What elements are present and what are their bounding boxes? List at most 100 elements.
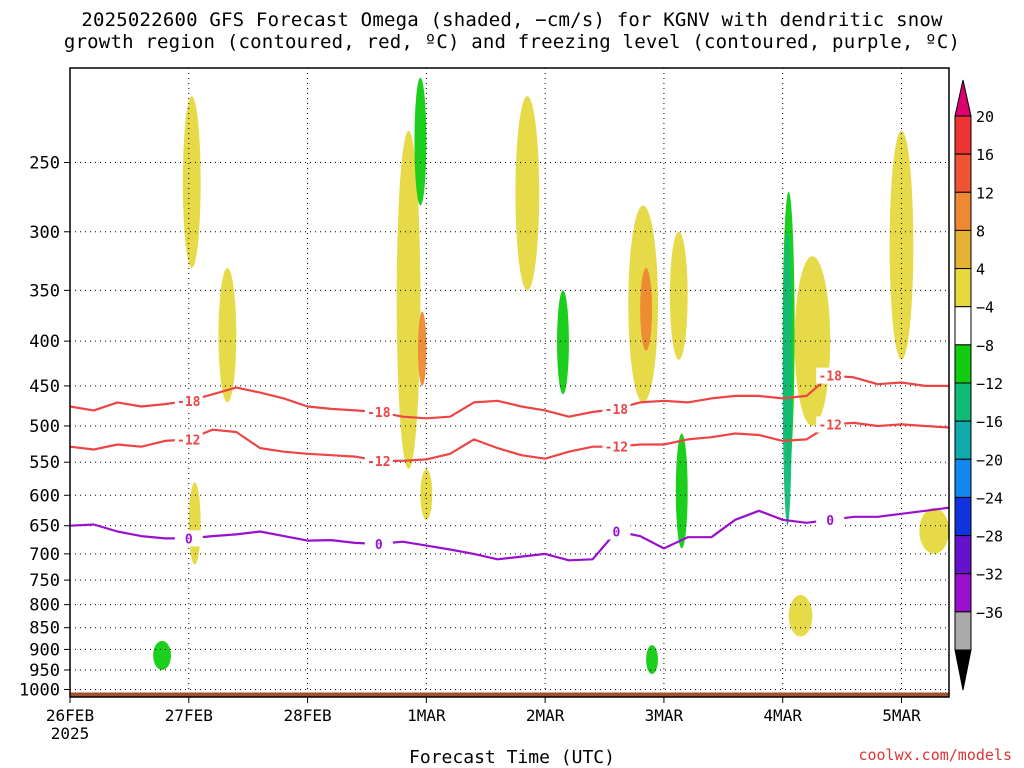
omega-region-0 (182, 96, 201, 269)
y-tick-label: 950 (29, 661, 60, 681)
axes-layer: 2503003504004505005506006507007508008509… (19, 67, 950, 743)
omega-region-9 (889, 130, 914, 360)
ground-strip (70, 692, 949, 697)
y-tick-label: 600 (29, 486, 60, 506)
chart-title-line-1: 2025022600 GFS Forecast Omega (shaded, −… (81, 9, 943, 31)
omega-region-4 (515, 96, 540, 291)
omega-region-12 (788, 595, 813, 637)
x-tick-label: 1MAR (407, 706, 446, 725)
colorbar-box-5 (954, 306, 972, 346)
x-tick-label: 5MAR (882, 706, 921, 725)
y-tick-label: 300 (29, 223, 60, 243)
ground-layer (70, 692, 949, 697)
y-tick-label: 500 (29, 417, 60, 437)
colorbar-box-0 (954, 115, 972, 155)
watermark: coolwx.com/models (858, 746, 1012, 764)
omega-region-1 (218, 268, 237, 403)
colorbar-box-8 (954, 420, 972, 460)
omega-region-13 (919, 507, 949, 554)
omega-region-6 (669, 231, 688, 360)
contour--18 (69, 374, 949, 420)
contour-label-bg (174, 530, 203, 547)
omega-region-3 (418, 311, 427, 386)
contour-label-bg (816, 416, 845, 433)
y-tick-label: 1000 (19, 680, 60, 700)
y-tick-label: 350 (29, 281, 60, 301)
omega-region-8 (794, 256, 831, 426)
contour-label: -18 (818, 370, 842, 385)
colorbar-box-4 (954, 268, 972, 308)
contour-label-bg (602, 523, 631, 540)
colorbar-label: −20 (976, 451, 1003, 469)
contour-label-bg (816, 367, 845, 384)
colorbar-label: 12 (976, 184, 994, 202)
colorbar-label: −16 (976, 413, 1003, 431)
y-tick-label: 700 (29, 545, 60, 565)
colorbar-label: 20 (976, 108, 994, 126)
contour-label: -18 (605, 403, 629, 418)
y-tick-label: 400 (29, 332, 60, 352)
plot-frame (69, 67, 950, 698)
colorbar-label: −36 (976, 604, 1003, 622)
x-tick-label: 27FEB (165, 706, 213, 725)
contour-layer: -18 -18 -18 -18 -12 -12 -12 -12 0 0 0 0 (69, 367, 950, 562)
colorbar-label: −8 (976, 337, 994, 355)
y-tick-label: 900 (29, 640, 60, 660)
x-year-label: 2025 (51, 724, 90, 743)
omega-region-18 (557, 290, 569, 395)
colorbar-label: −28 (976, 528, 1003, 546)
colorbar-box-2 (954, 191, 972, 231)
contour-label: -12 (818, 418, 841, 433)
contour--12 (69, 421, 950, 462)
x-tick-label: 26FEB (46, 706, 94, 725)
contour-label-bg (364, 452, 393, 469)
contour-label: 0 (826, 514, 834, 529)
colorbar-label: 16 (976, 146, 994, 164)
colorbar-box-12 (954, 573, 972, 613)
contour-label: 0 (185, 532, 193, 547)
colorbar: 20 16 12 8 4 −4 −8 −12 −16 −20 −24 −28 −32 −36 (954, 79, 1003, 691)
contour-label: 0 (612, 526, 620, 541)
contour-label: -12 (177, 433, 200, 448)
x-tick-label: 4MAR (763, 706, 802, 725)
contour-label: -18 (177, 395, 201, 410)
contour-label: -12 (367, 455, 390, 470)
colorbar-bottom-arrow (954, 649, 972, 691)
omega-region-2 (396, 130, 421, 470)
contour-label-bg (174, 392, 203, 409)
y-tick-label: 800 (29, 596, 60, 616)
omega-region-7 (640, 268, 653, 351)
colorbar-label: 4 (976, 261, 985, 279)
colorbar-box-3 (954, 229, 972, 270)
contour-label-bg (174, 431, 203, 448)
contour-label-bg (364, 404, 393, 421)
x-tick-label: 2MAR (526, 706, 565, 725)
colorbar-box-11 (954, 535, 972, 575)
omega-region-10 (188, 482, 201, 565)
contour-label-bg (364, 535, 393, 552)
y-tick-label: 850 (29, 619, 60, 639)
chart-title-line-2: growth region (contoured, red, ºC) and f… (63, 31, 961, 53)
contour-0 (69, 506, 950, 562)
omega-region-14 (414, 77, 427, 206)
omega-region-20 (646, 645, 658, 674)
colorbar-box-10 (954, 496, 972, 537)
omega-region-17 (782, 231, 793, 526)
x-tick-label: 3MAR (645, 706, 684, 725)
contour-label-bg (602, 438, 631, 455)
colorbar-label: −32 (976, 566, 1003, 584)
colorbar-label: −24 (976, 489, 1003, 507)
colorbar-label: −4 (976, 299, 994, 317)
colorbar-label: 8 (976, 222, 985, 240)
y-tick-label: 550 (29, 453, 60, 473)
y-tick-label: 650 (29, 517, 60, 537)
y-tick-label: 250 (29, 153, 60, 173)
omega-region-15 (675, 433, 688, 549)
contour-label-bg (602, 400, 631, 417)
y-tick-label: 750 (29, 571, 60, 591)
contour-label: 0 (375, 538, 383, 553)
omega-region-11 (420, 469, 433, 520)
omega-region-19 (153, 640, 171, 670)
colorbar-box-6 (954, 344, 972, 384)
